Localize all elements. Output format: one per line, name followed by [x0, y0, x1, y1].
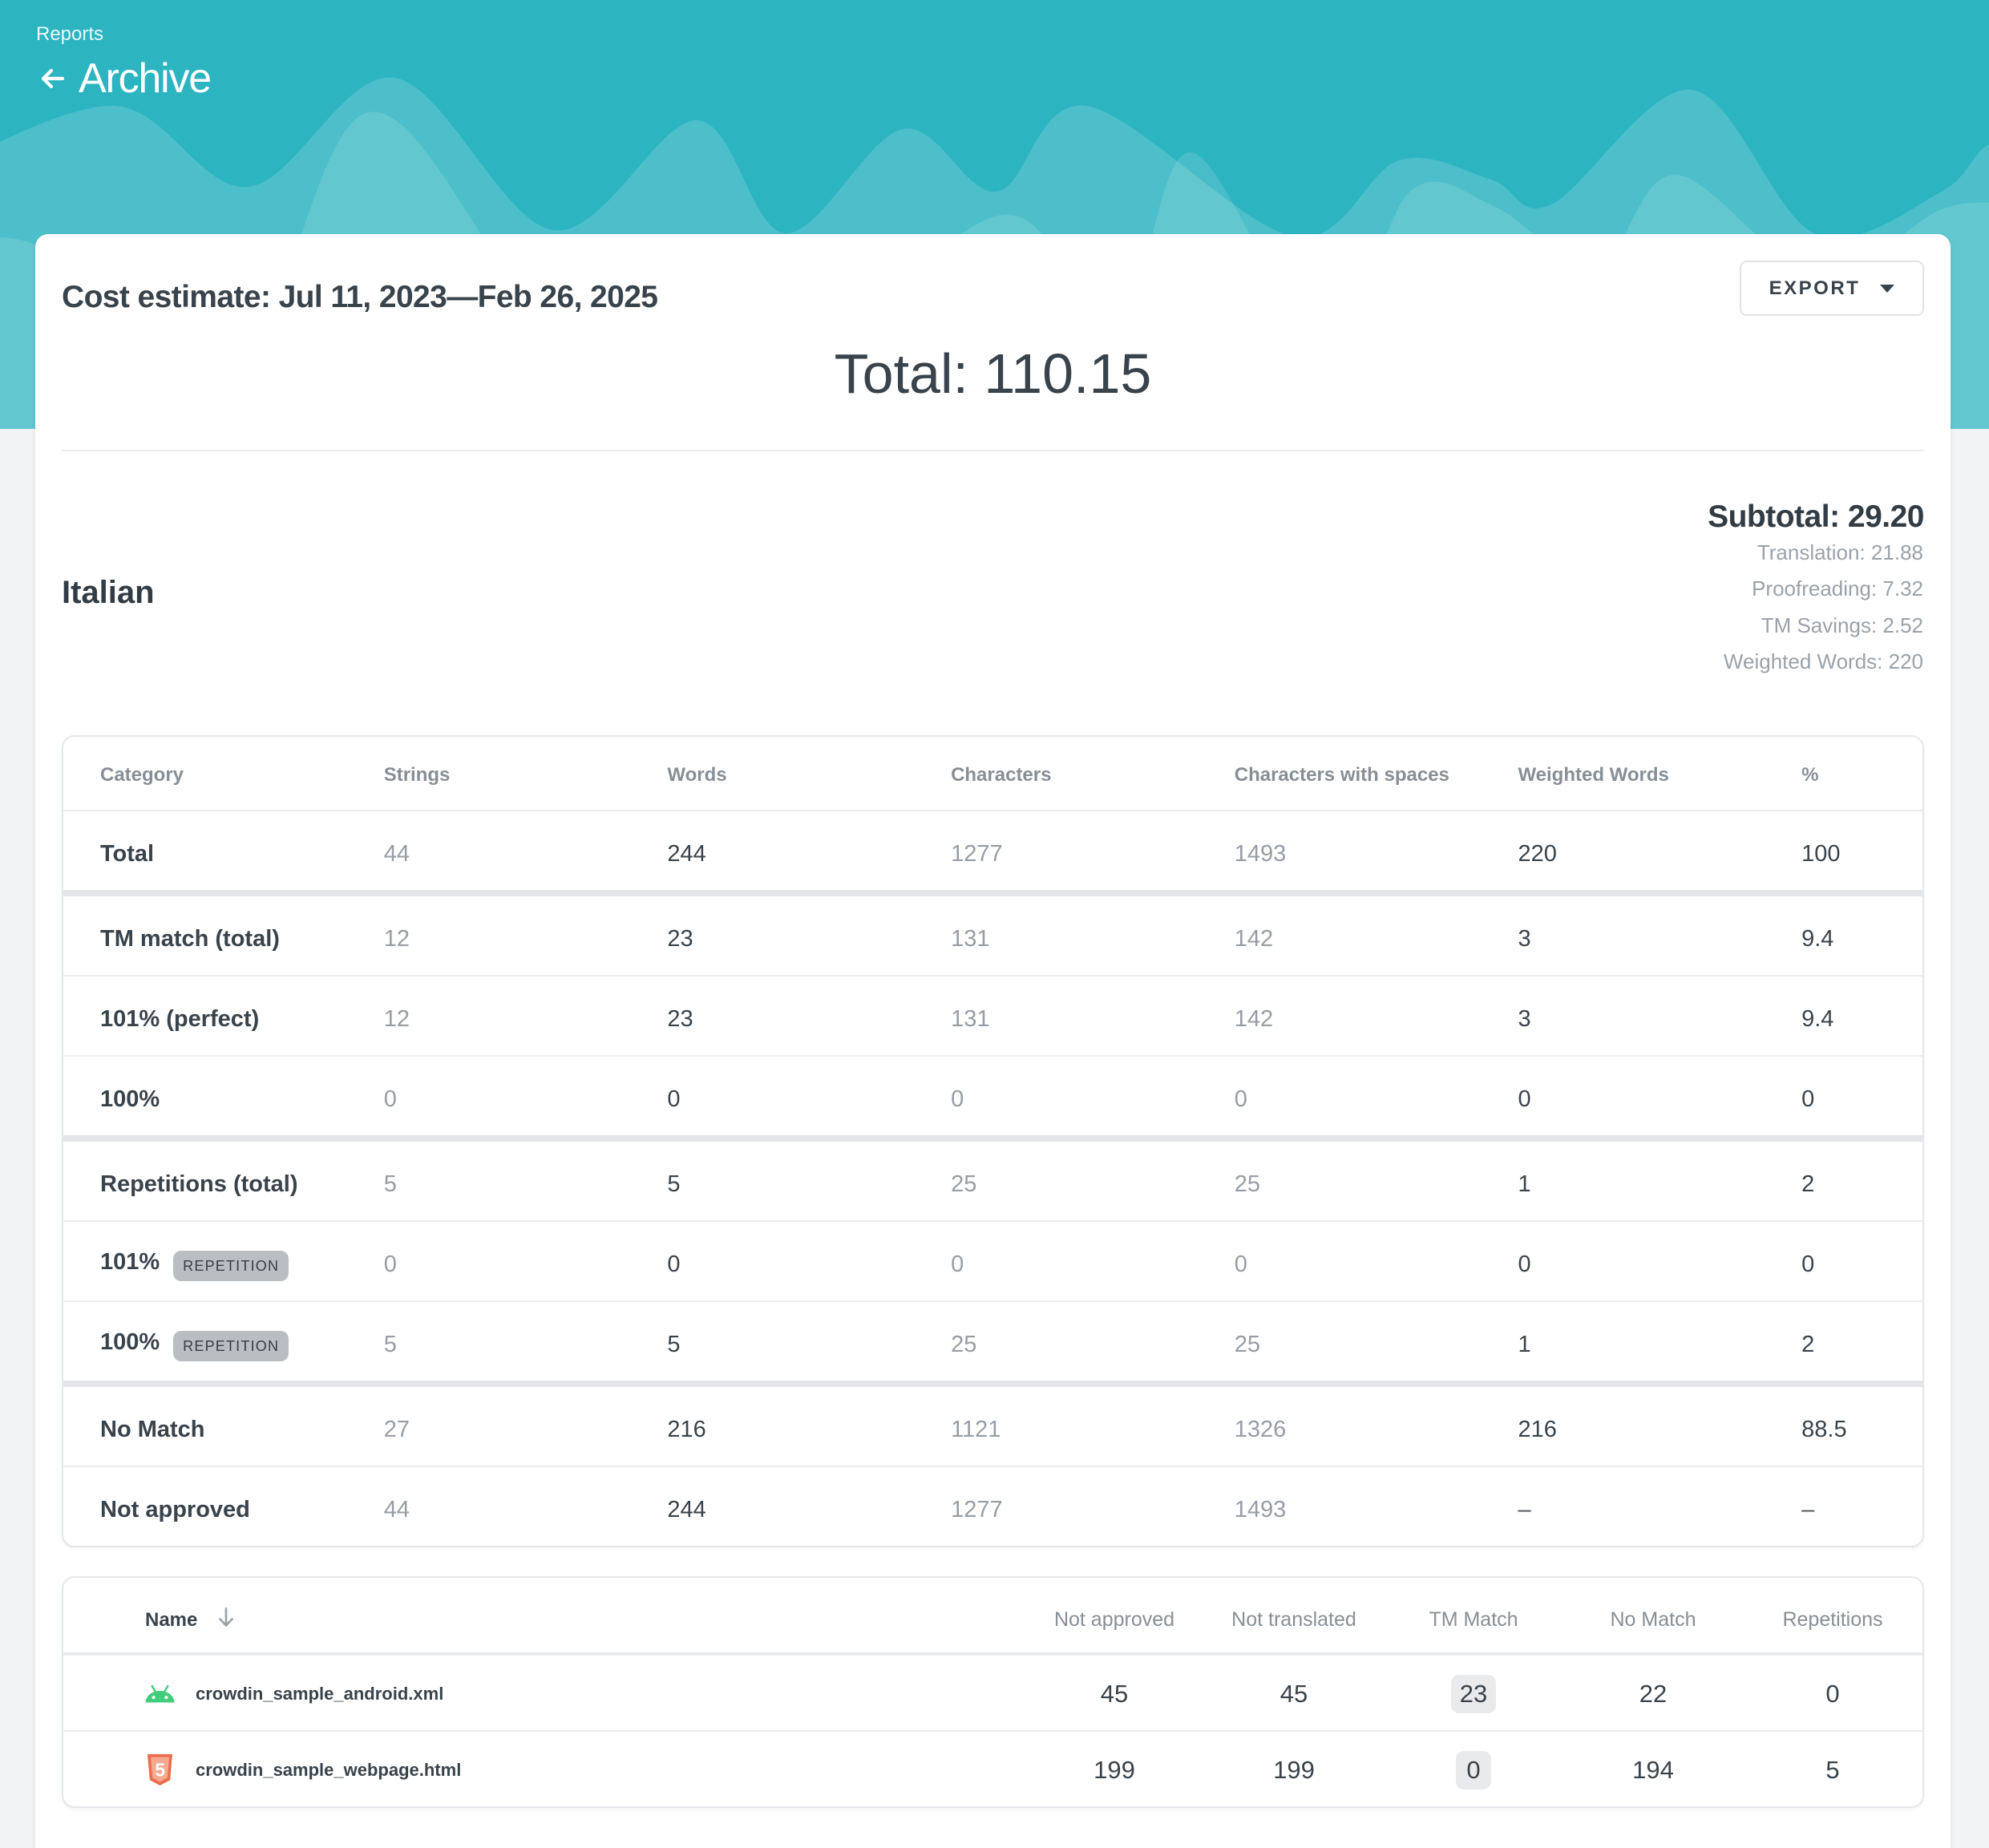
svg-text:5: 5 — [155, 1760, 165, 1781]
